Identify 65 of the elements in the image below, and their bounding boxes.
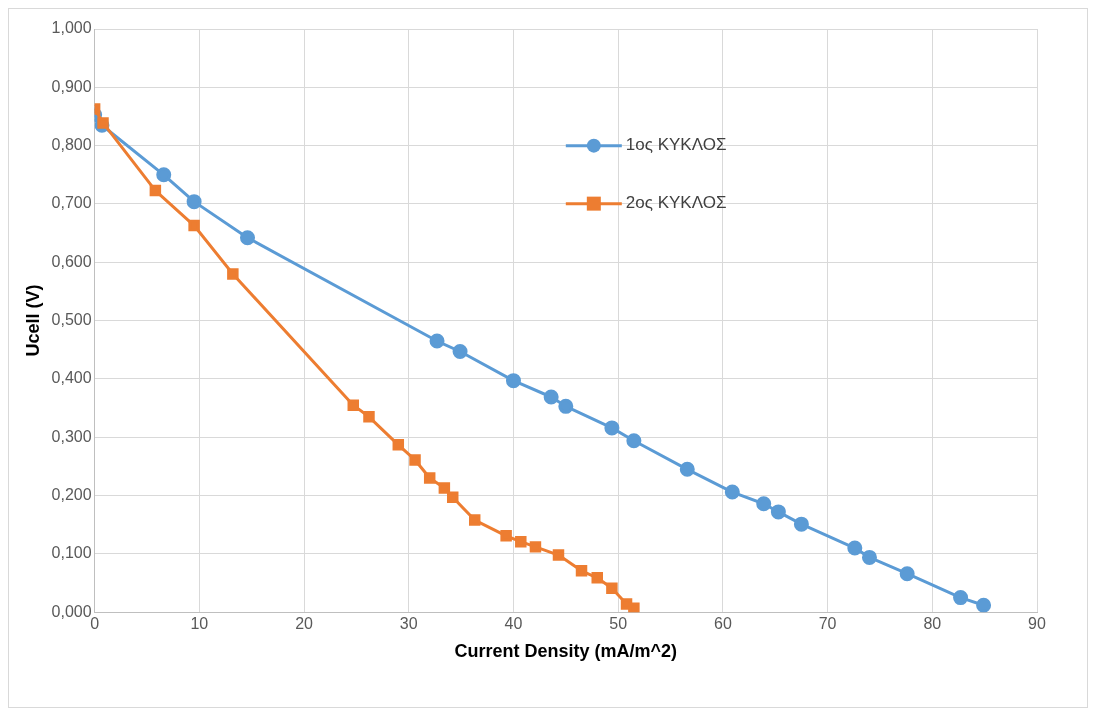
point: [847, 540, 863, 556]
point: [793, 516, 809, 532]
x-tick-label: 90: [1028, 615, 1046, 633]
point: [240, 230, 256, 246]
point: [468, 514, 481, 526]
y-tick-label: 0,400: [51, 369, 92, 387]
point: [347, 399, 360, 411]
y-tick-label: 1,000: [51, 19, 92, 37]
x-tick-label: 30: [399, 615, 418, 633]
point: [575, 565, 588, 577]
point: [604, 420, 620, 436]
x-tick-label: 10: [190, 615, 209, 633]
y-tick-label: 0,200: [51, 485, 92, 503]
point: [188, 219, 200, 232]
point: [438, 482, 451, 494]
point: [626, 433, 642, 449]
point: [149, 184, 162, 197]
y-tick-label: 0,600: [51, 252, 92, 270]
legend-label: 1ος ΚΥΚΛΟΣ: [625, 135, 727, 155]
y-tick-label: 0,000: [51, 602, 92, 620]
point: [861, 549, 877, 565]
point: [606, 582, 618, 595]
x-tick-label: 70: [818, 615, 837, 633]
point: [409, 454, 421, 466]
point: [423, 472, 436, 484]
point: [505, 373, 521, 389]
point: [452, 344, 468, 360]
y-tick-label: 0,500: [51, 311, 92, 329]
point: [446, 491, 459, 504]
x-tick-label: 20: [295, 615, 314, 633]
point: [515, 535, 527, 548]
point: [679, 461, 695, 477]
x-axis-title: Current Density (mA/m^2): [454, 641, 678, 662]
y-tick-label: 0,800: [51, 136, 92, 154]
y-axis-title: Ucell (V): [22, 284, 43, 357]
legend-label: 2ος ΚΥΚΛΟΣ: [625, 193, 727, 213]
point: [529, 541, 542, 553]
y-tick-label: 0,700: [51, 194, 92, 212]
point: [97, 117, 109, 129]
x-tick-label: 60: [713, 615, 732, 633]
x-tick-label: 50: [609, 615, 628, 633]
point: [756, 496, 772, 512]
point: [429, 333, 445, 349]
point: [591, 572, 603, 584]
x-tick-label: 80: [923, 615, 942, 633]
point: [186, 194, 202, 210]
point: [227, 268, 239, 280]
point: [552, 549, 565, 561]
point: [363, 411, 375, 423]
y-tick-label: 0,900: [51, 77, 92, 95]
y-tick-label: 0,100: [51, 544, 92, 562]
point: [558, 398, 574, 414]
point: [976, 597, 992, 613]
point: [156, 167, 172, 183]
point: [953, 590, 969, 606]
point: [543, 389, 559, 405]
point: [770, 504, 786, 520]
point: [392, 439, 405, 451]
point: [500, 530, 512, 542]
point: [724, 484, 740, 500]
y-tick-label: 0,300: [51, 427, 92, 445]
x-tick-label: 0: [90, 615, 100, 633]
point: [628, 602, 640, 613]
x-tick-label: 40: [504, 615, 523, 633]
point: [899, 566, 915, 582]
